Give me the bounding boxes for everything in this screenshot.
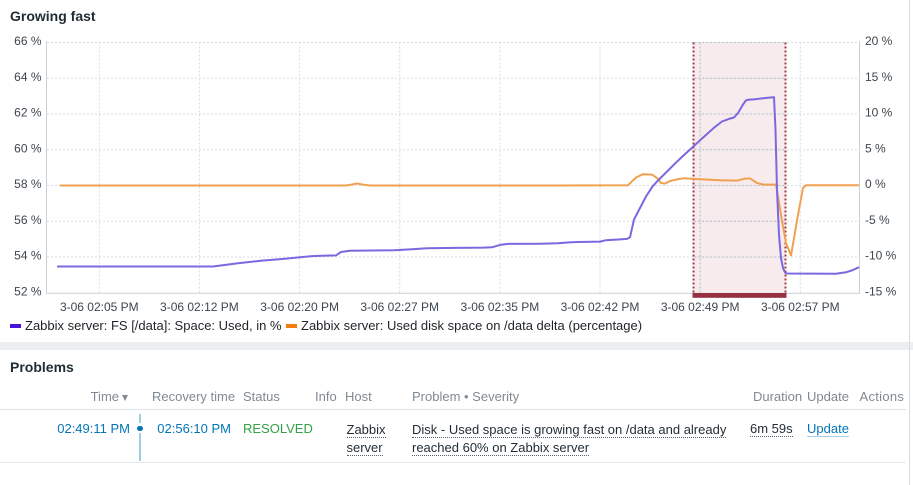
svg-text:3-06 02:12 PM: 3-06 02:12 PM [160, 300, 239, 314]
svg-text:58 %: 58 % [14, 177, 42, 191]
svg-text:3-06 02:57 PM: 3-06 02:57 PM [761, 300, 840, 314]
svg-text:15 %: 15 % [865, 70, 893, 84]
svg-text:3-06 02:05 PM: 3-06 02:05 PM [60, 300, 139, 314]
svg-text:-15 %: -15 % [865, 284, 897, 298]
svg-text:-10 %: -10 % [865, 249, 897, 263]
svg-text:5 %: 5 % [865, 141, 886, 155]
svg-text:3-06 02:42 PM: 3-06 02:42 PM [561, 300, 640, 314]
svg-text:3-06 02:20 PM: 3-06 02:20 PM [260, 300, 339, 314]
svg-text:54 %: 54 % [14, 249, 42, 263]
svg-text:0 %: 0 % [865, 177, 886, 191]
svg-text:3-06 02:49 PM: 3-06 02:49 PM [661, 300, 740, 314]
svg-text:62 %: 62 % [14, 106, 42, 120]
svg-text:56 %: 56 % [14, 213, 42, 227]
svg-text:3-06 02:27 PM: 3-06 02:27 PM [360, 300, 439, 314]
svg-text:-5 %: -5 % [865, 213, 890, 227]
svg-text:66 %: 66 % [14, 34, 42, 48]
svg-text:52 %: 52 % [14, 284, 42, 298]
svg-text:64 %: 64 % [14, 70, 42, 84]
svg-text:3-06 02:35 PM: 3-06 02:35 PM [461, 300, 540, 314]
svg-text:60 %: 60 % [14, 141, 42, 155]
svg-text:10 %: 10 % [865, 106, 893, 120]
svg-text:20 %: 20 % [865, 34, 893, 48]
